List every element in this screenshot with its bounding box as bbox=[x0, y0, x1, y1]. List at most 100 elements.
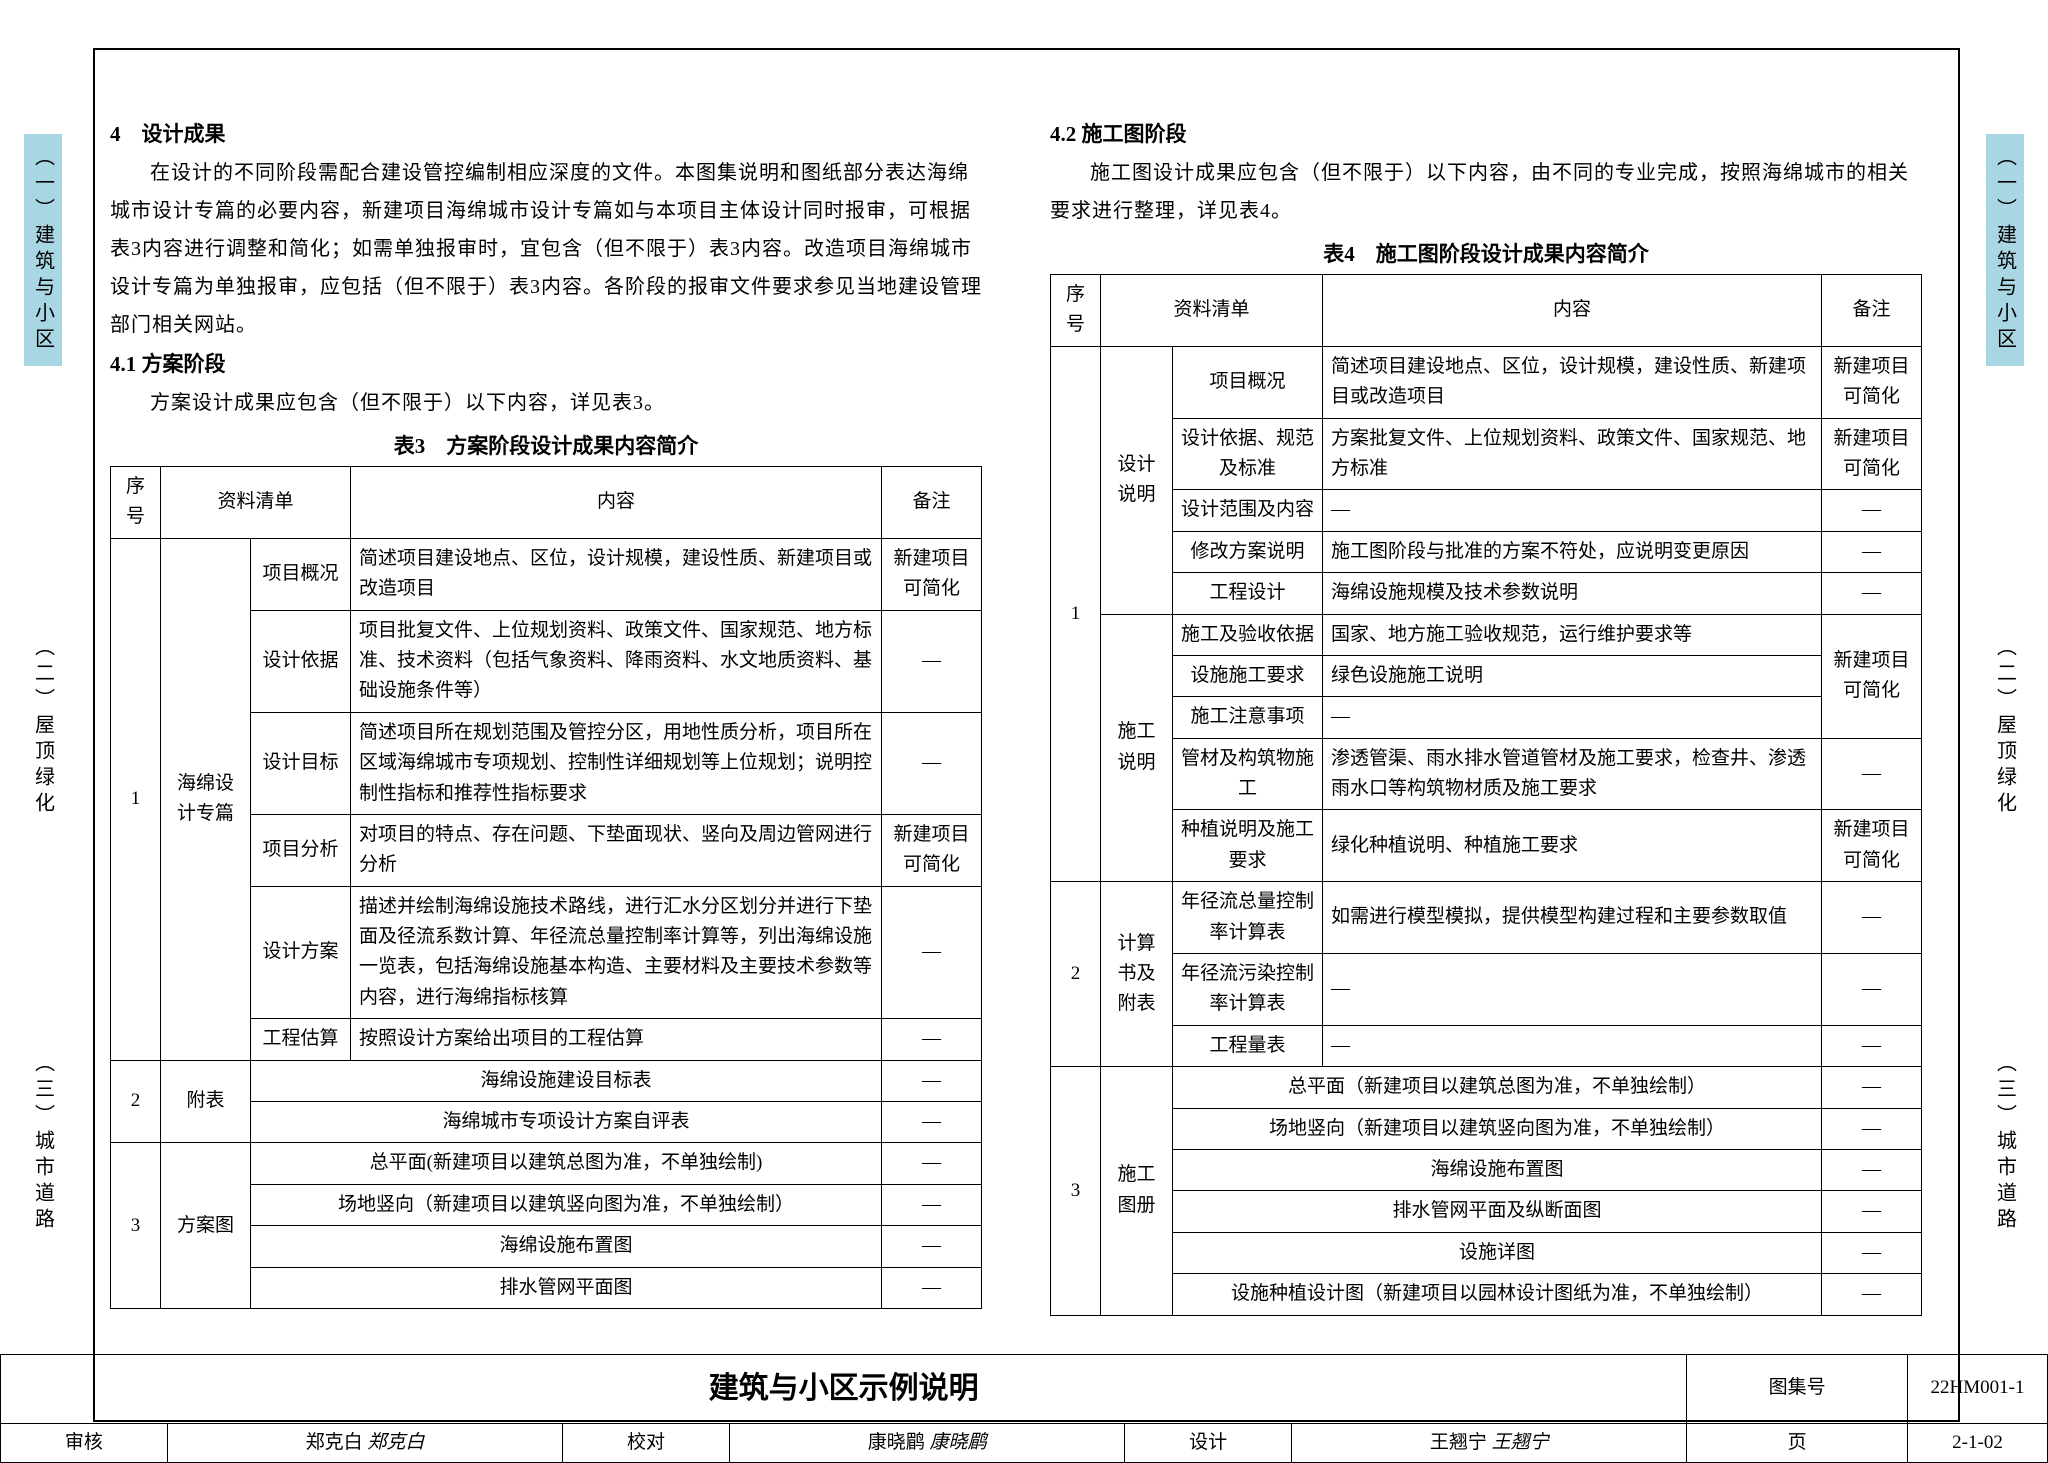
td: 施工图册 bbox=[1101, 1067, 1173, 1315]
table-row: 工程量表—— bbox=[1051, 1025, 1922, 1066]
td: 总平面(新建项目以建筑总图为准，不单独绘制) bbox=[251, 1143, 882, 1184]
table-row: 设施详图— bbox=[1051, 1232, 1922, 1273]
td: 设计依据、规范及标准 bbox=[1173, 418, 1323, 490]
side-tab[interactable]: （一）建筑与小区 bbox=[24, 134, 62, 366]
td: 海绵设施布置图 bbox=[1173, 1149, 1822, 1190]
jiao-value: 康晓鹛 康晓鹛 bbox=[730, 1423, 1125, 1462]
td: 设计依据 bbox=[251, 610, 351, 712]
drawing-title: 建筑与小区示例说明 bbox=[1, 1354, 1687, 1423]
sheji-value: 王翘宁 王翘宁 bbox=[1292, 1423, 1687, 1462]
table-row: 设施施工要求绿色设施施工说明 bbox=[1051, 655, 1922, 696]
td: 管材及构筑物施工 bbox=[1173, 738, 1323, 810]
td: 设施施工要求 bbox=[1173, 655, 1323, 696]
label-sheji: 设计 bbox=[1125, 1423, 1292, 1462]
table-row: 施工注意事项— bbox=[1051, 697, 1922, 738]
table-row: 年径流污染控制率计算表—— bbox=[1051, 954, 1922, 1026]
table4-caption: 表4 施工图阶段设计成果内容简介 bbox=[1050, 238, 1922, 268]
table-row: 3施工图册总平面（新建项目以建筑总图为准，不单独绘制）— bbox=[1051, 1067, 1922, 1108]
td: 简述项目建设地点、区位，设计规模，建设性质、新建项目或改造项目 bbox=[351, 538, 882, 610]
td: — bbox=[882, 1267, 982, 1308]
td: 方案图 bbox=[161, 1143, 251, 1309]
table-row: 场地竖向（新建项目以建筑竖向图为准，不单独绘制）— bbox=[1051, 1108, 1922, 1149]
td: 描述并绘制海绵设施技术路线，进行汇水分区划分并进行下垫面及径流系数计算、年径流总… bbox=[351, 886, 882, 1019]
td: 海绵设计专篇 bbox=[161, 538, 251, 1060]
td: — bbox=[882, 1102, 982, 1143]
td: 渗透管渠、雨水排水管道管材及施工要求，检查井、渗透雨水口等构筑物材质及施工要求 bbox=[1323, 738, 1822, 810]
td: 3 bbox=[111, 1143, 161, 1309]
td: 施工及验收依据 bbox=[1173, 614, 1323, 655]
td: 1 bbox=[111, 538, 161, 1060]
ye-value: 2-1-02 bbox=[1908, 1423, 2048, 1462]
td: 工程估算 bbox=[251, 1019, 351, 1060]
td: 项目批复文件、上位规划资料、政策文件、国家规范、地方标准、技术资料（包括气象资料… bbox=[351, 610, 882, 712]
table-row: 2计算书及附表年径流总量控制率计算表如需进行模型模拟，提供模型构建过程和主要参数… bbox=[1051, 882, 1922, 954]
td: — bbox=[882, 1226, 982, 1267]
td: 工程设计 bbox=[1173, 573, 1323, 614]
td: — bbox=[882, 1060, 982, 1101]
table-row: 建筑与小区示例说明 图集号 22HM001-1 bbox=[1, 1354, 2048, 1423]
label-ye: 页 bbox=[1687, 1423, 1908, 1462]
table-row: 种植说明及施工要求绿化种植说明、种植施工要求新建项目可简化 bbox=[1051, 810, 1922, 882]
td: 种植说明及施工要求 bbox=[1173, 810, 1323, 882]
td: 场地竖向（新建项目以建筑竖向图为准，不单独绘制） bbox=[1173, 1108, 1822, 1149]
td: — bbox=[882, 712, 982, 814]
td: 修改方案说明 bbox=[1173, 531, 1323, 572]
td: — bbox=[1822, 490, 1922, 531]
td: 设计说明 bbox=[1101, 346, 1173, 614]
side-tab[interactable]: （三）城市道路 bbox=[24, 1040, 62, 1246]
td: 施工说明 bbox=[1101, 614, 1173, 882]
side-tab[interactable]: （三）城市道路 bbox=[1986, 1040, 2024, 1246]
table-row: 2附表海绵设施建设目标表— bbox=[111, 1060, 982, 1101]
heading-4: 4 设计成果 bbox=[110, 118, 982, 148]
th: 资料清单 bbox=[1101, 275, 1323, 347]
td: — bbox=[1323, 954, 1822, 1026]
td: — bbox=[1822, 1149, 1922, 1190]
th: 内容 bbox=[351, 467, 882, 539]
td: 施工图阶段与批准的方案不符处，应说明变更原因 bbox=[1323, 531, 1822, 572]
td: 排水管网平面图 bbox=[251, 1267, 882, 1308]
th: 备注 bbox=[882, 467, 982, 539]
table-row: 施工说明施工及验收依据国家、地方施工验收规范，运行维护要求等新建项目可简化 bbox=[1051, 614, 1922, 655]
td: 设施详图 bbox=[1173, 1232, 1822, 1273]
td: — bbox=[882, 610, 982, 712]
td: 场地竖向（新建项目以建筑竖向图为准，不单独绘制） bbox=[251, 1184, 882, 1225]
left-column: 4 设计成果 在设计的不同阶段需配合建设管控编制相应深度的文件。本图集说明和图纸… bbox=[110, 118, 982, 1316]
td: 新建项目可简化 bbox=[882, 814, 982, 886]
td: 新建项目可简化 bbox=[1822, 418, 1922, 490]
side-tab[interactable]: （二）屋顶绿化 bbox=[1986, 624, 2024, 830]
side-tab[interactable]: （一）建筑与小区 bbox=[1986, 134, 2024, 366]
td: 新建项目可简化 bbox=[882, 538, 982, 610]
td: 绿化种植说明、种植施工要求 bbox=[1323, 810, 1822, 882]
paragraph: 方案设计成果应包含（但不限于）以下内容，详见表3。 bbox=[110, 384, 982, 422]
td: 如需进行模型模拟，提供模型构建过程和主要参数取值 bbox=[1323, 882, 1822, 954]
td: 年径流总量控制率计算表 bbox=[1173, 882, 1323, 954]
td: 排水管网平面及纵断面图 bbox=[1173, 1191, 1822, 1232]
td: — bbox=[1822, 882, 1922, 954]
td: 设计方案 bbox=[251, 886, 351, 1019]
td: 年径流污染控制率计算表 bbox=[1173, 954, 1323, 1026]
td: 工程量表 bbox=[1173, 1025, 1323, 1066]
td: — bbox=[1822, 1025, 1922, 1066]
td: 海绵城市专项设计方案自评表 bbox=[251, 1102, 882, 1143]
td: — bbox=[1822, 954, 1922, 1026]
td: — bbox=[882, 1184, 982, 1225]
td: 新建项目可简化 bbox=[1822, 346, 1922, 418]
td: 施工注意事项 bbox=[1173, 697, 1323, 738]
td: 新建项目可简化 bbox=[1822, 614, 1922, 738]
td: 设计目标 bbox=[251, 712, 351, 814]
table-row: 海绵设施布置图— bbox=[1051, 1149, 1922, 1190]
td: — bbox=[1323, 490, 1822, 531]
th: 内容 bbox=[1323, 275, 1822, 347]
table-row: 设施种植设计图（新建项目以园林设计图纸为准，不单独绘制）— bbox=[1051, 1274, 1922, 1315]
td: — bbox=[1822, 1274, 1922, 1315]
table-row: 3方案图总平面(新建项目以建筑总图为准，不单独绘制)— bbox=[111, 1143, 982, 1184]
td: 国家、地方施工验收规范，运行维护要求等 bbox=[1323, 614, 1822, 655]
label-tuji: 图集号 bbox=[1687, 1354, 1908, 1423]
td: 计算书及附表 bbox=[1101, 882, 1173, 1067]
th: 资料清单 bbox=[161, 467, 351, 539]
td: — bbox=[882, 1019, 982, 1060]
td: — bbox=[1323, 697, 1822, 738]
td: 对项目的特点、存在问题、下垫面现状、竖向及周边管网进行分析 bbox=[351, 814, 882, 886]
side-tab[interactable]: （二）屋顶绿化 bbox=[24, 624, 62, 830]
td: 简述项目建设地点、区位，设计规模，建设性质、新建项目或改造项目 bbox=[1323, 346, 1822, 418]
